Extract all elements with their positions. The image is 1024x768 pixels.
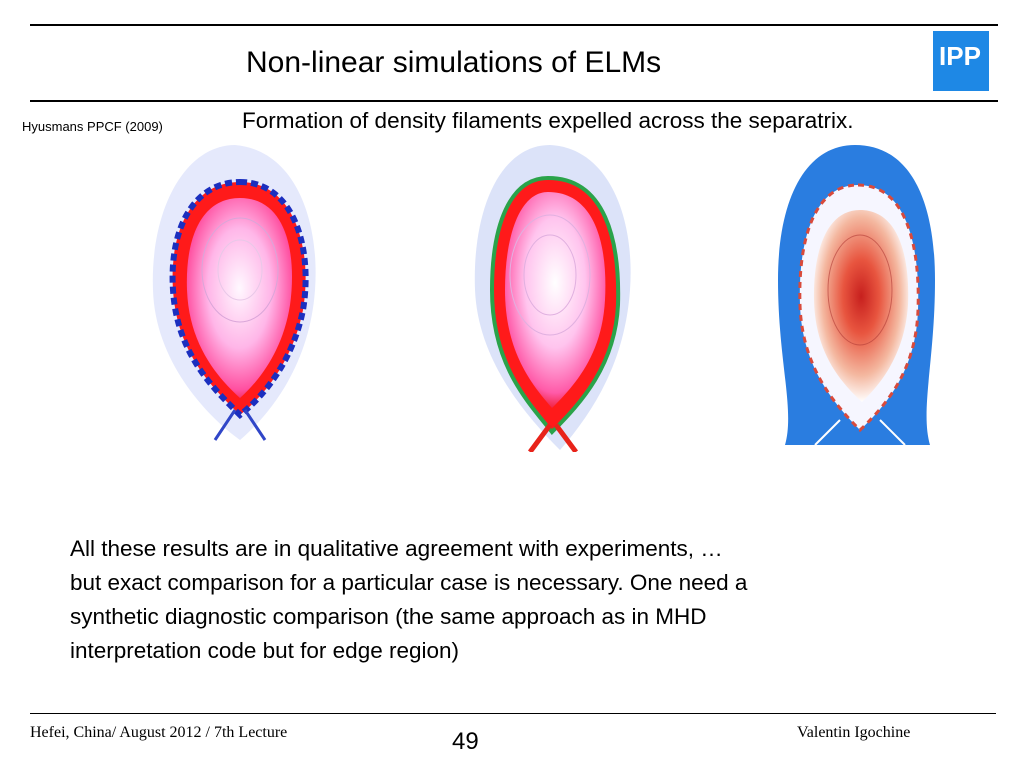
citation: Hyusmans PPCF (2009) [22, 119, 163, 134]
title-underline [30, 100, 998, 102]
body-line: synthetic diagnostic comparison (the sam… [70, 604, 707, 629]
body-line: All these results are in qualitative agr… [70, 536, 723, 561]
top-rule [30, 24, 998, 26]
body-line: interpretation code but for edge region) [70, 638, 460, 663]
body-line: but exact comparison for a particular ca… [70, 570, 748, 595]
body-text: All these results are in qualitative agr… [70, 532, 950, 668]
simulation-figure-2 [474, 145, 631, 452]
ipp-logo: IPP [933, 31, 989, 91]
footer-lecture-info: Hefei, China/ August 2012 / 7th Lecture [30, 724, 288, 741]
subtitle: Formation of density filaments expelled … [242, 108, 854, 133]
page-number: 49 [452, 728, 479, 755]
svg-text:IPP: IPP [939, 41, 981, 71]
simulation-figure-3 [778, 145, 935, 446]
footer-author: Valentin Igochine [797, 724, 911, 741]
simulation-figure-1 [152, 145, 316, 441]
footer-rule [30, 713, 996, 714]
slide-title: Non-linear simulations of ELMs [246, 46, 662, 79]
